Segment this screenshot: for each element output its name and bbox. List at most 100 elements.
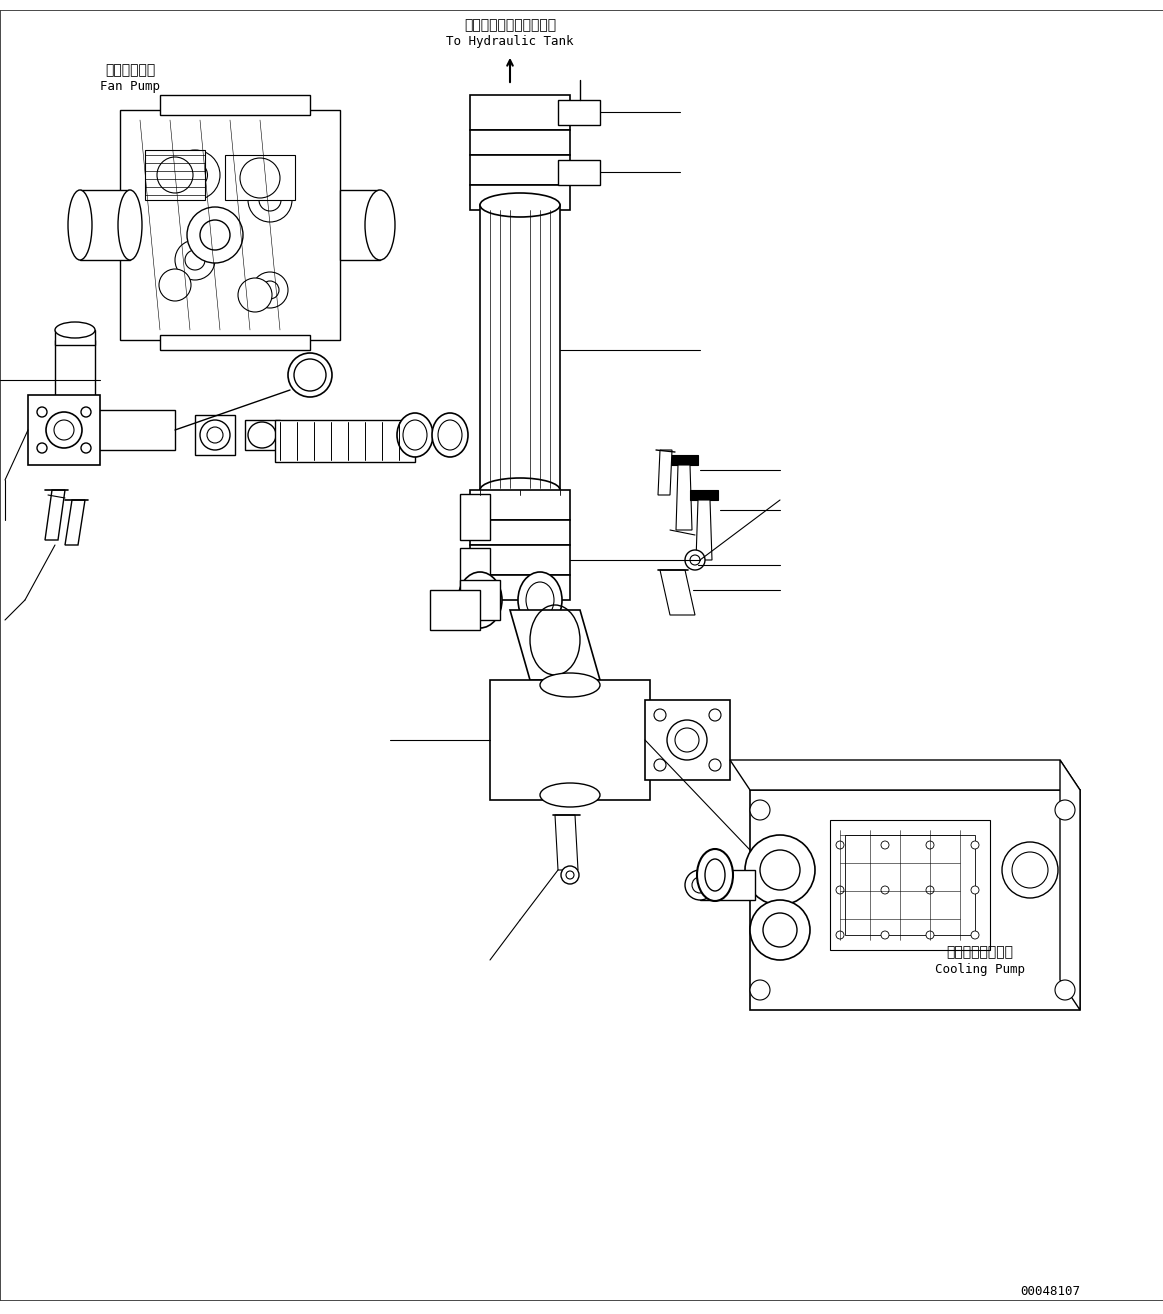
- Circle shape: [185, 250, 205, 269]
- Ellipse shape: [665, 710, 695, 770]
- Circle shape: [248, 177, 292, 222]
- Circle shape: [745, 834, 815, 905]
- Ellipse shape: [67, 191, 92, 260]
- Circle shape: [1055, 800, 1075, 820]
- Circle shape: [690, 555, 700, 565]
- Bar: [830, 820, 990, 950]
- Ellipse shape: [672, 721, 688, 758]
- Text: 00048107: 00048107: [1020, 1285, 1080, 1298]
- Circle shape: [926, 932, 934, 940]
- Circle shape: [1012, 851, 1048, 888]
- Bar: [846, 834, 975, 936]
- Circle shape: [836, 886, 844, 894]
- Bar: [145, 150, 205, 200]
- Polygon shape: [160, 335, 311, 350]
- Circle shape: [47, 413, 83, 448]
- Ellipse shape: [685, 870, 715, 900]
- Polygon shape: [1059, 759, 1080, 1010]
- Circle shape: [926, 886, 934, 894]
- Polygon shape: [658, 449, 672, 495]
- Polygon shape: [245, 420, 280, 449]
- Circle shape: [561, 866, 579, 884]
- Polygon shape: [80, 191, 130, 260]
- Circle shape: [836, 932, 844, 940]
- Circle shape: [750, 980, 770, 1000]
- Polygon shape: [558, 160, 600, 185]
- Polygon shape: [55, 410, 174, 449]
- Circle shape: [759, 850, 800, 890]
- Circle shape: [238, 279, 272, 311]
- Polygon shape: [45, 490, 65, 540]
- Polygon shape: [558, 100, 600, 125]
- Polygon shape: [730, 759, 1080, 790]
- Polygon shape: [659, 570, 695, 615]
- Ellipse shape: [705, 859, 725, 891]
- Polygon shape: [650, 710, 709, 770]
- Circle shape: [882, 841, 889, 849]
- Circle shape: [159, 269, 191, 301]
- Text: ハイドロリックタンクへ: ハイドロリックタンクへ: [464, 18, 556, 32]
- Text: Fan Pump: Fan Pump: [100, 80, 160, 93]
- Polygon shape: [470, 545, 570, 576]
- Circle shape: [53, 420, 74, 440]
- Text: クーリングポンプ: クーリングポンプ: [947, 945, 1013, 959]
- Polygon shape: [645, 700, 730, 781]
- Circle shape: [750, 900, 809, 961]
- Polygon shape: [750, 790, 1080, 1010]
- Polygon shape: [470, 155, 570, 185]
- Circle shape: [261, 281, 279, 300]
- Circle shape: [926, 841, 934, 849]
- Polygon shape: [120, 110, 340, 340]
- Circle shape: [654, 759, 666, 771]
- Polygon shape: [490, 681, 650, 800]
- Polygon shape: [670, 455, 698, 465]
- Ellipse shape: [480, 478, 561, 502]
- Polygon shape: [65, 501, 85, 545]
- Text: ファンポンプ: ファンポンプ: [105, 63, 155, 78]
- Ellipse shape: [288, 353, 331, 397]
- Circle shape: [81, 407, 91, 417]
- Ellipse shape: [200, 420, 230, 449]
- Polygon shape: [470, 490, 570, 520]
- Text: To Hydraulic Tank: To Hydraulic Tank: [447, 35, 573, 49]
- Ellipse shape: [397, 413, 433, 457]
- Circle shape: [174, 240, 215, 280]
- Circle shape: [882, 932, 889, 940]
- Circle shape: [37, 407, 47, 417]
- Circle shape: [240, 158, 280, 198]
- Circle shape: [750, 800, 770, 820]
- Polygon shape: [511, 610, 600, 681]
- Ellipse shape: [248, 422, 276, 448]
- Polygon shape: [195, 415, 235, 455]
- Polygon shape: [340, 191, 380, 260]
- Polygon shape: [430, 590, 480, 629]
- Bar: [224, 155, 295, 200]
- Polygon shape: [690, 490, 718, 501]
- Ellipse shape: [438, 420, 462, 449]
- Circle shape: [882, 886, 889, 894]
- Circle shape: [37, 443, 47, 453]
- Polygon shape: [461, 579, 500, 620]
- Polygon shape: [461, 548, 490, 595]
- Polygon shape: [461, 494, 490, 540]
- Circle shape: [709, 759, 721, 771]
- Circle shape: [1003, 842, 1058, 897]
- Ellipse shape: [518, 572, 562, 628]
- Polygon shape: [28, 396, 100, 465]
- Circle shape: [183, 163, 207, 188]
- Ellipse shape: [692, 876, 708, 894]
- Polygon shape: [470, 130, 570, 155]
- Polygon shape: [700, 870, 755, 900]
- Polygon shape: [695, 501, 712, 560]
- Text: Cooling Pump: Cooling Pump: [935, 963, 1025, 976]
- Polygon shape: [470, 576, 570, 600]
- Circle shape: [971, 841, 979, 849]
- Circle shape: [252, 272, 288, 307]
- Circle shape: [654, 710, 666, 721]
- Circle shape: [200, 219, 230, 250]
- Circle shape: [668, 720, 707, 759]
- Ellipse shape: [480, 193, 561, 217]
- Ellipse shape: [207, 427, 223, 443]
- Circle shape: [187, 208, 243, 263]
- Circle shape: [81, 443, 91, 453]
